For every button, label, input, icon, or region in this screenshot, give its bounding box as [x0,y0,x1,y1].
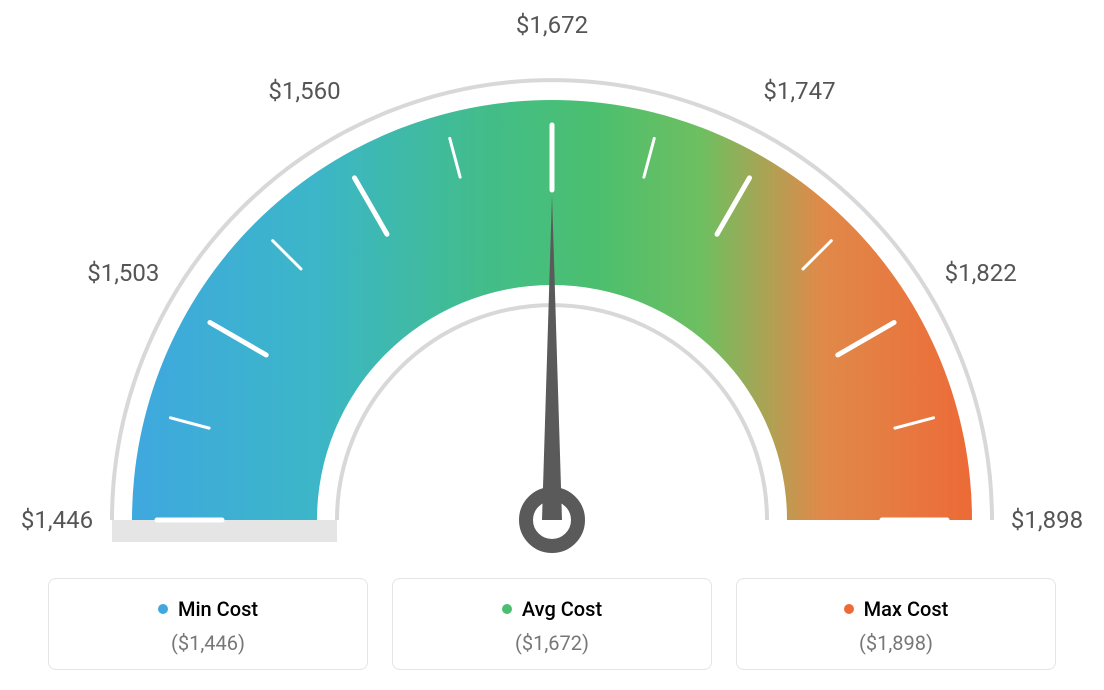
gauge-tick-label: $1,503 [87,259,159,287]
gauge-tick-label: $1,672 [516,11,588,39]
gauge-container: $1,446$1,503$1,560$1,672$1,747$1,822$1,8… [52,50,1052,570]
gauge-tick-label: $1,822 [945,259,1017,287]
legend-label-max: Max Cost [864,597,949,621]
legend-dot-avg [502,604,512,614]
legend-value-max: ($1,898) [749,631,1043,655]
legend-card-min: Min Cost ($1,446) [48,578,368,670]
legend-title-max: Max Cost [844,597,949,621]
gauge-tick-label: $1,747 [763,77,835,105]
legend-dot-min [158,604,168,614]
legend-value-min: ($1,446) [61,631,355,655]
legend-title-avg: Avg Cost [502,597,602,621]
legend-card-max: Max Cost ($1,898) [736,578,1056,670]
legend-row: Min Cost ($1,446) Avg Cost ($1,672) Max … [0,578,1104,670]
legend-card-avg: Avg Cost ($1,672) [392,578,712,670]
gauge-svg [52,50,1052,590]
gauge-tick-label: $1,898 [1011,506,1083,534]
legend-value-avg: ($1,672) [405,631,699,655]
legend-label-avg: Avg Cost [522,597,602,621]
gauge-tick-label: $1,446 [21,506,93,534]
legend-dot-max [844,604,854,614]
legend-title-min: Min Cost [158,597,258,621]
gauge-tick-label: $1,560 [268,77,340,105]
legend-label-min: Min Cost [178,597,258,621]
